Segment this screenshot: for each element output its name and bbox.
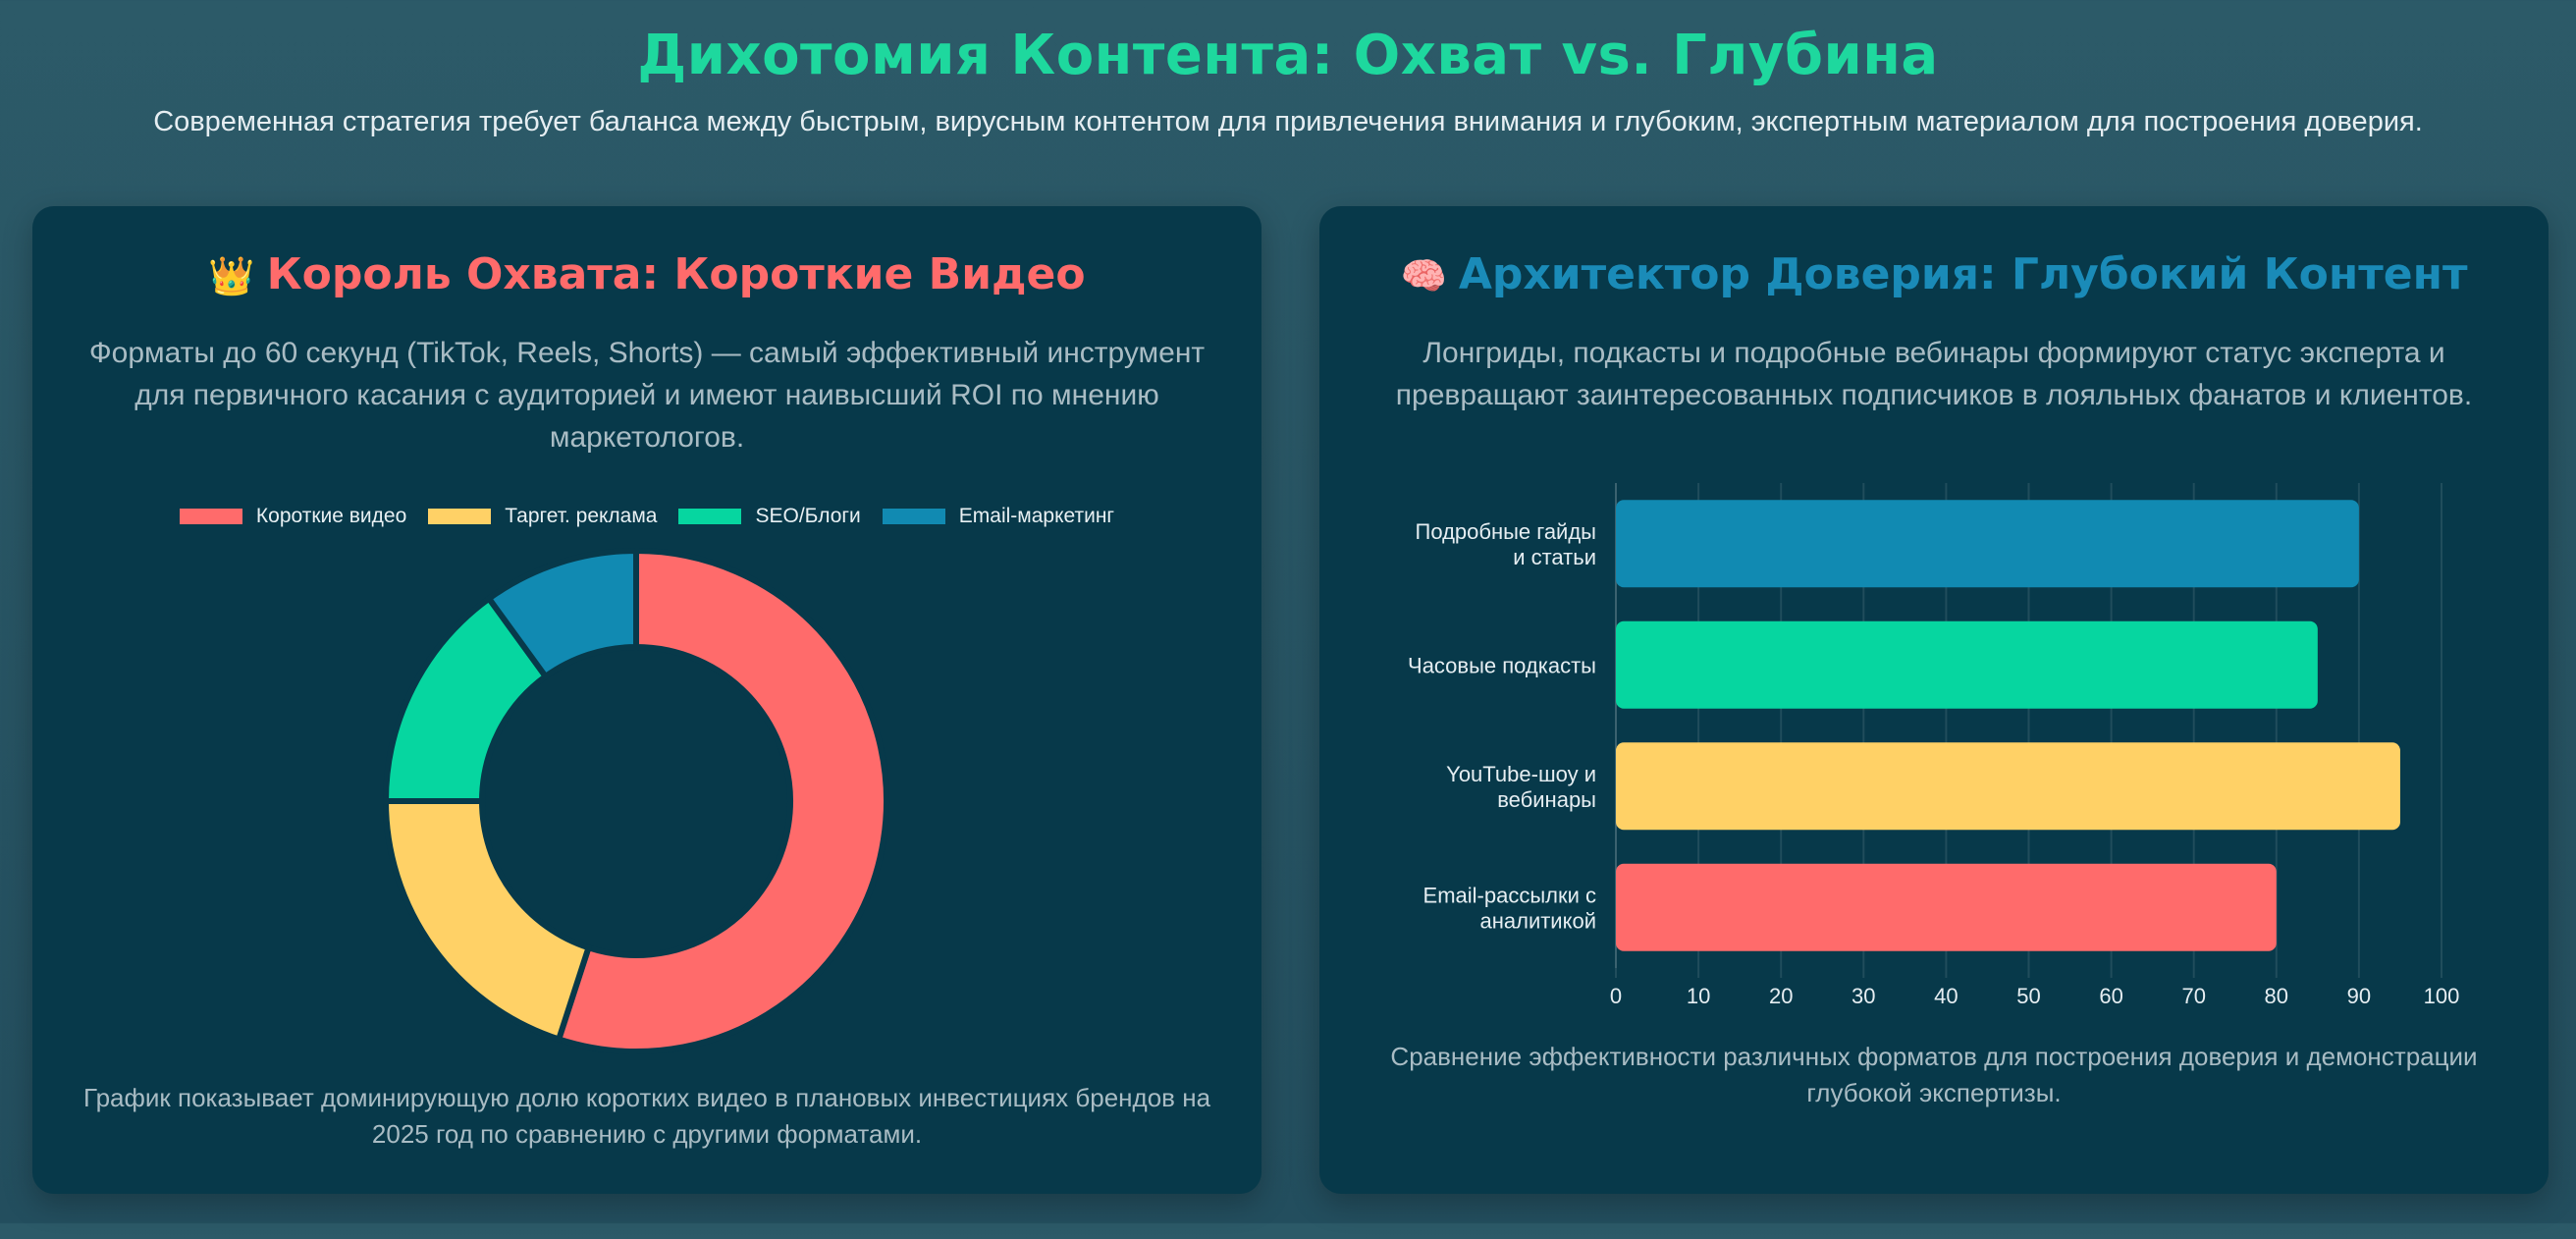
- y-tick-label: вебинары: [1497, 787, 1596, 812]
- x-tick-label: 60: [2099, 984, 2122, 1008]
- y-tick-label: Часовые подкасты: [1408, 653, 1596, 677]
- donut-slice[interactable]: [484, 547, 639, 681]
- x-tick-label: 30: [1852, 984, 1875, 1008]
- legend-label: SEO/Блоги: [755, 505, 861, 527]
- donut-chart-container: [381, 546, 891, 1056]
- reach-card-title-text: Король Охвата: Короткие Видео: [266, 249, 1086, 299]
- legend-swatch: [882, 509, 945, 524]
- trust-card-title-text: Архитектор Доверия: Глубокий Контент: [1458, 249, 2468, 299]
- legend-label: Таргет. реклама: [505, 505, 658, 527]
- y-tick-label: аналитикой: [1479, 908, 1596, 933]
- legend-item[interactable]: Email-маркетинг: [882, 505, 1115, 528]
- reach-card-title: 👑 Король Охвата: Короткие Видео: [32, 249, 1261, 299]
- brain-icon: 🧠: [1400, 254, 1447, 297]
- x-tick-label: 10: [1687, 984, 1710, 1008]
- legend-label: Короткие видео: [255, 505, 407, 527]
- y-tick-label: Email-рассылки с: [1423, 883, 1596, 907]
- legend-label: Email-маркетинг: [958, 505, 1115, 527]
- legend-swatch: [678, 509, 742, 524]
- donut-slice[interactable]: [555, 547, 889, 1054]
- bar[interactable]: [1616, 620, 2318, 709]
- x-tick-label: 70: [2181, 984, 2205, 1008]
- x-tick-label: 50: [2016, 984, 2040, 1008]
- donut-slice[interactable]: [382, 798, 593, 1044]
- legend-swatch: [428, 509, 492, 524]
- x-tick-label: 0: [1610, 984, 1622, 1008]
- donut-legend: Короткие видео Таргет. реклама SEO/Блоги Em…: [32, 505, 1261, 528]
- trust-card-title: 🧠 Архитектор Доверия: Глубокий Контент: [1319, 249, 2549, 299]
- x-tick-label: 90: [2347, 984, 2371, 1008]
- donut-chart: [382, 547, 889, 1054]
- bar-chart-container: 0 10 20 30 40 50 60 70 80 90 100 Подробные гайды и с…: [1319, 463, 2549, 1239]
- page-subtitle: Современная стратегия требует баланса ме…: [153, 106, 2423, 137]
- x-tick-label: 100: [2424, 984, 2460, 1008]
- legend-item[interactable]: SEO/Блоги: [678, 505, 861, 528]
- crown-icon: 👑: [208, 254, 255, 297]
- x-tick-label: 20: [1769, 984, 1793, 1008]
- legend-item[interactable]: Таргет. реклама: [428, 505, 657, 528]
- trust-card-footnote: Сравнение эффективности различных формат…: [1390, 1042, 2478, 1107]
- bar[interactable]: [1616, 742, 2400, 831]
- page-title: Дихотомия Контента: Охват vs. Глубина: [637, 24, 1939, 87]
- bar[interactable]: [1616, 863, 2277, 951]
- legend-item[interactable]: Короткие видео: [179, 505, 407, 528]
- reach-card-description: Форматы до 60 секунд (TikTok, Reels, Sho…: [88, 337, 1206, 454]
- trust-card-description: Лонгриды, подкасты и подробные вебинары …: [1395, 337, 2473, 411]
- x-tick-label: 40: [1934, 984, 1958, 1008]
- y-tick-label: Подробные гайды: [1416, 519, 1597, 544]
- y-tick-label: и статьи: [1513, 545, 1596, 569]
- y-tick-label: YouTube-шоу и: [1446, 762, 1596, 786]
- trust-card: 🧠 Архитектор Доверия: Глубокий Контент Ло…: [1319, 206, 2549, 1194]
- reach-card: 👑 Король Охвата: Короткие Видео Форматы д…: [32, 206, 1261, 1194]
- x-tick-label: 80: [2265, 984, 2288, 1008]
- legend-swatch: [179, 509, 242, 524]
- bar[interactable]: [1616, 500, 2359, 588]
- reach-card-footnote: График показывает доминирующую долю коро…: [82, 1083, 1211, 1149]
